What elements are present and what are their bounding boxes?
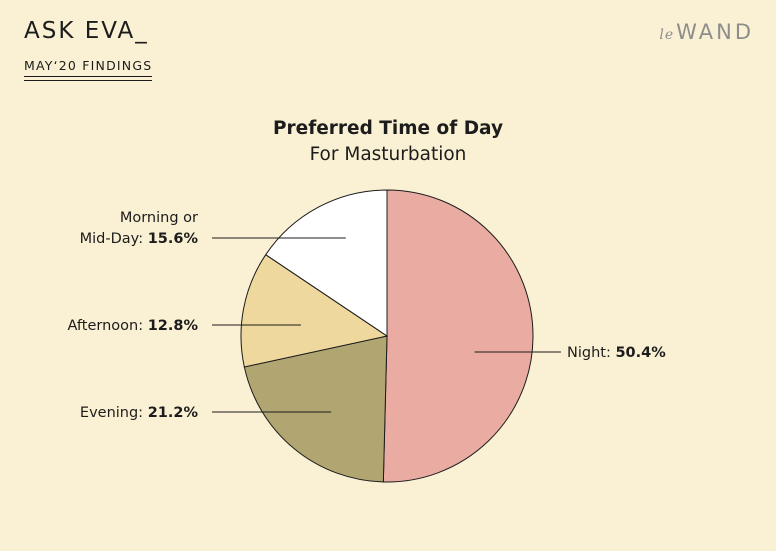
slice-label-3-line-1: Mid-Day: 15.6%: [80, 231, 199, 247]
chart-title: Preferred Time of Day: [272, 118, 504, 139]
slice-label-3-line-0: Morning or: [120, 210, 198, 226]
pie-slice-0: [382, 189, 534, 483]
pie-slice-1: [243, 335, 388, 483]
findings-subtitle: MAY‘20 FINDINGS: [24, 58, 153, 81]
pie-slice-2: [240, 254, 389, 368]
logo-prefix: le: [659, 27, 675, 43]
brand-title: ASK EVA_: [24, 18, 149, 44]
chart-subtitle: For Masturbation: [309, 144, 467, 165]
slice-label-2: Afternoon: 12.8%: [68, 318, 199, 334]
pie-slice-3: [265, 189, 388, 337]
brand-logo: leWAND: [659, 20, 754, 44]
slice-label-1: Evening: 21.2%: [80, 405, 199, 421]
slice-label-0: Night: 50.4%: [567, 345, 666, 361]
logo-main: WAND: [676, 20, 754, 44]
